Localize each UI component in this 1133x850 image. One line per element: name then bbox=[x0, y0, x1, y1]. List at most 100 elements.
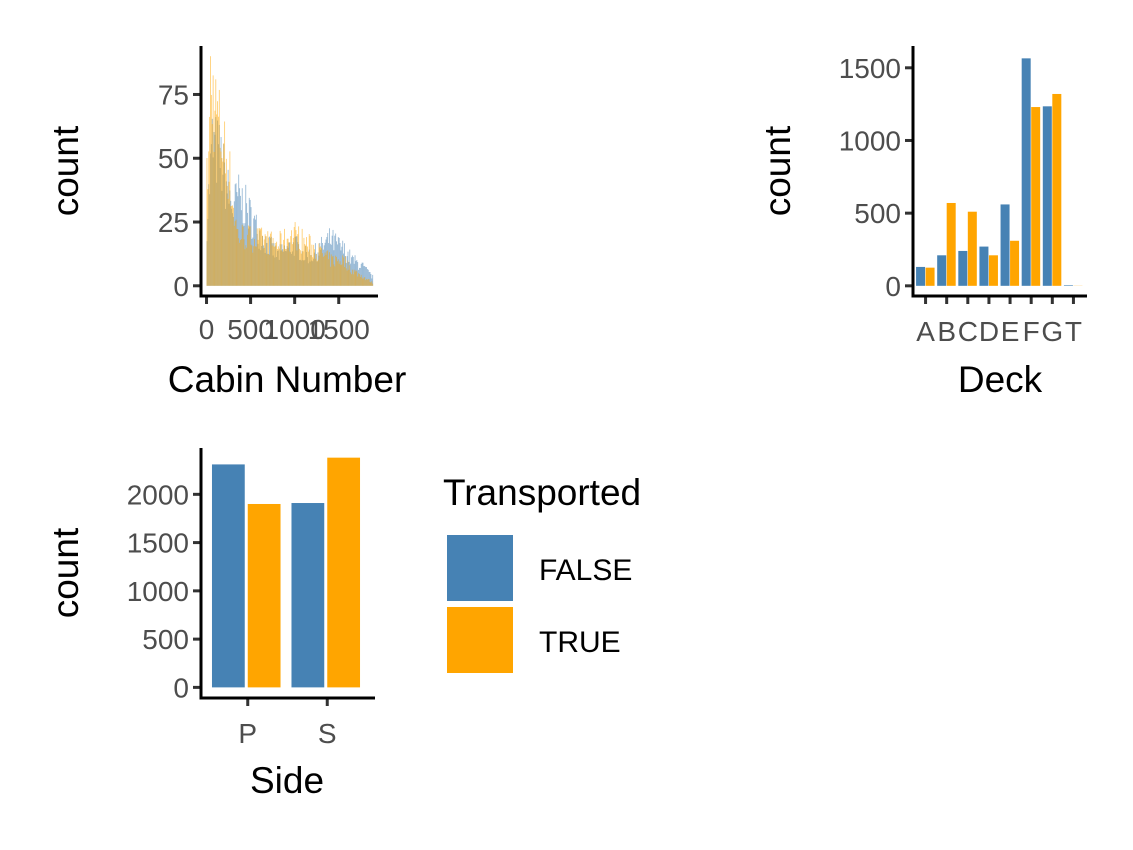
histogram-bar bbox=[361, 262, 363, 286]
histogram-bar bbox=[372, 274, 374, 286]
histogram-bar bbox=[348, 269, 350, 286]
histogram-bar bbox=[237, 228, 239, 286]
histogram-bar bbox=[335, 255, 337, 286]
histogram-bar bbox=[292, 237, 294, 286]
y-tick-label: 1000 bbox=[127, 576, 189, 607]
y-tick-label: 0 bbox=[173, 672, 189, 703]
histogram-bar bbox=[357, 276, 359, 286]
side-x-axis-title: Side bbox=[250, 760, 324, 801]
histogram-bar bbox=[351, 257, 352, 286]
histogram-bar bbox=[303, 237, 305, 286]
x-tick-label: E bbox=[1001, 316, 1020, 347]
histogram-bar bbox=[213, 151, 215, 286]
histogram-bar bbox=[350, 272, 352, 286]
histogram-bar bbox=[300, 253, 302, 286]
histogram-bar bbox=[329, 252, 330, 286]
bar bbox=[211, 464, 245, 688]
cabin-y-axis-title: count bbox=[45, 125, 86, 216]
histogram-bar bbox=[334, 235, 336, 286]
histogram-bar bbox=[367, 269, 369, 286]
side-y-axis-title: count bbox=[45, 527, 86, 618]
bar bbox=[247, 503, 281, 688]
histogram-bar bbox=[263, 239, 265, 286]
bar bbox=[291, 503, 325, 688]
histogram-bar bbox=[226, 185, 228, 286]
histogram-bar bbox=[233, 225, 235, 286]
histogram-bar bbox=[257, 239, 259, 286]
bar bbox=[1031, 107, 1041, 286]
histogram-bar bbox=[225, 173, 226, 286]
histogram-bar bbox=[294, 222, 296, 286]
bar bbox=[1052, 93, 1062, 286]
histogram-bar bbox=[206, 157, 208, 286]
histogram-bar bbox=[358, 273, 360, 286]
histogram-bar bbox=[298, 226, 300, 286]
histogram-bar bbox=[243, 239, 245, 286]
histogram-bar bbox=[355, 270, 357, 286]
histogram-bar bbox=[244, 249, 246, 286]
histogram-bar bbox=[307, 246, 308, 286]
histogram-bar bbox=[370, 274, 372, 286]
histogram-bar bbox=[227, 198, 229, 286]
histogram-bar bbox=[321, 248, 322, 286]
histogram-bar bbox=[224, 121, 226, 286]
histogram-bar bbox=[272, 237, 274, 286]
histogram-bar bbox=[248, 226, 250, 286]
histogram-bar bbox=[371, 281, 373, 286]
x-tick-label: T bbox=[1065, 316, 1082, 347]
histogram-bar bbox=[268, 237, 270, 286]
histogram-bar bbox=[363, 266, 365, 286]
bar bbox=[925, 267, 935, 286]
histogram-bar bbox=[302, 251, 304, 286]
histogram-bar bbox=[277, 249, 278, 286]
histogram-bar bbox=[251, 245, 253, 286]
bar bbox=[327, 457, 361, 688]
histogram-bar bbox=[368, 271, 370, 286]
histogram-bar bbox=[277, 246, 279, 286]
histogram-bar bbox=[289, 251, 291, 286]
histogram-bar bbox=[351, 274, 352, 286]
histogram-bar bbox=[299, 250, 301, 286]
histogram-bar bbox=[219, 147, 221, 286]
histogram-bar bbox=[353, 269, 355, 286]
histogram-bar bbox=[252, 252, 254, 286]
y-tick-label: 75 bbox=[158, 79, 189, 110]
histogram-bar bbox=[339, 261, 341, 286]
histogram-bar bbox=[293, 227, 295, 286]
histogram-bar bbox=[325, 254, 327, 286]
histogram-bar bbox=[270, 231, 272, 286]
histogram-bar bbox=[328, 259, 330, 286]
histogram-bar bbox=[236, 229, 238, 286]
bar bbox=[967, 211, 977, 286]
histogram-bar bbox=[331, 256, 333, 286]
histogram-bar bbox=[241, 224, 243, 286]
histogram-bar bbox=[334, 266, 336, 286]
y-tick-label: 2000 bbox=[127, 479, 189, 510]
histogram-bar bbox=[321, 253, 323, 286]
histogram-bar bbox=[314, 249, 315, 286]
histogram-bar bbox=[208, 151, 210, 286]
histogram-bar bbox=[279, 230, 281, 286]
histogram-bar bbox=[345, 268, 347, 286]
histogram-bar bbox=[217, 116, 219, 286]
histogram-bar bbox=[276, 241, 278, 286]
x-tick-label: 1000 bbox=[264, 314, 326, 345]
histogram-bar bbox=[301, 228, 303, 286]
bar bbox=[979, 246, 989, 286]
histogram-bar bbox=[360, 274, 362, 286]
histogram-bar bbox=[255, 246, 257, 286]
histogram-bar bbox=[238, 238, 240, 286]
histogram-bar bbox=[239, 242, 241, 286]
histogram-bar bbox=[265, 235, 267, 286]
legend-title: Transported bbox=[443, 472, 641, 513]
histogram-bar bbox=[322, 256, 324, 286]
histogram-bar bbox=[238, 174, 240, 286]
histogram-bar bbox=[343, 257, 345, 286]
histogram-bar bbox=[341, 264, 343, 286]
legend-label-true: TRUE bbox=[539, 626, 621, 659]
histogram-bar bbox=[362, 279, 364, 286]
